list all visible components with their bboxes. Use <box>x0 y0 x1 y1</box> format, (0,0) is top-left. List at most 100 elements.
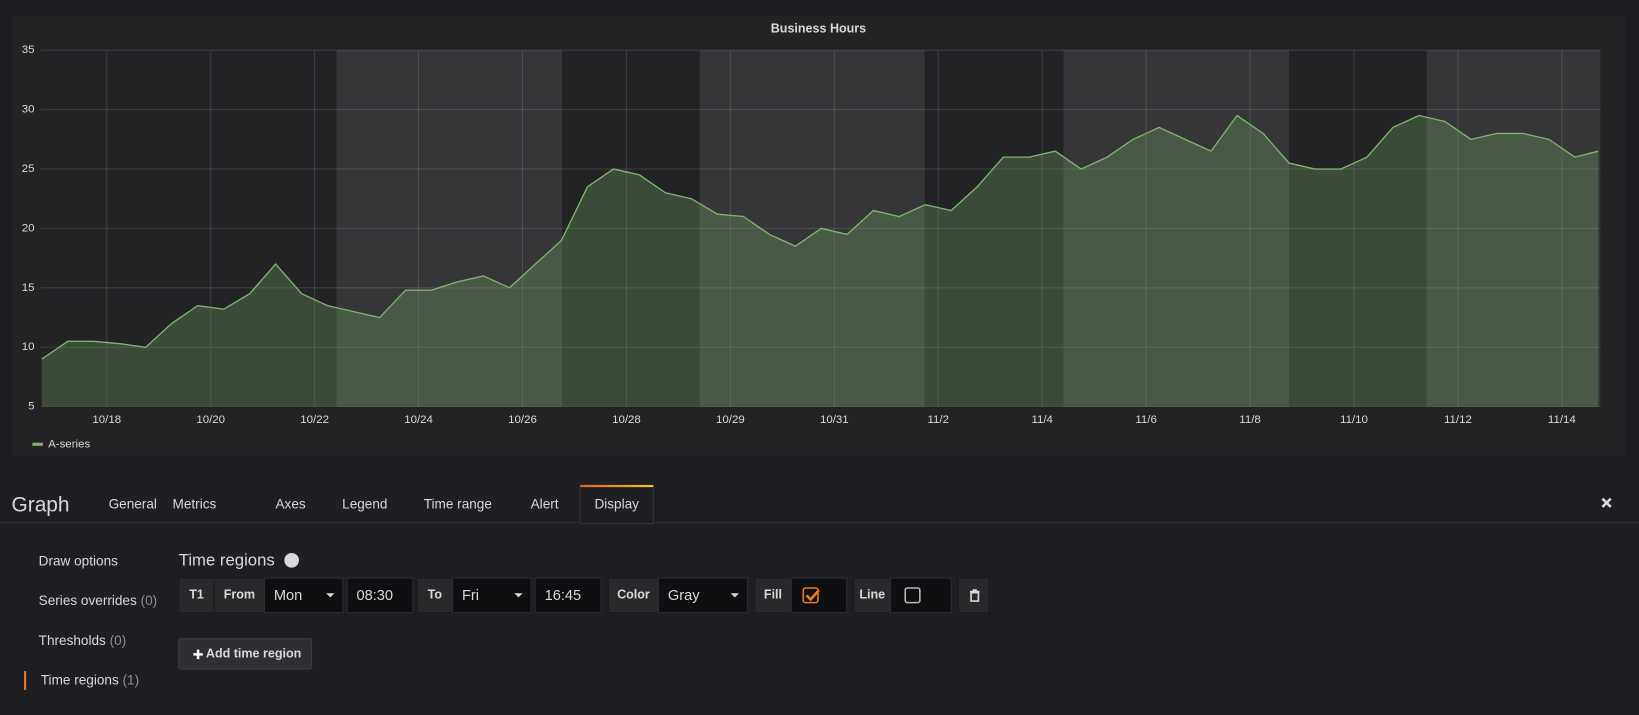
tab-label: Display <box>594 496 639 511</box>
select[interactable]: Gray <box>658 577 748 614</box>
time-region <box>1063 50 1290 407</box>
x-tick-label: 10/22 <box>300 414 329 426</box>
add-button[interactable]: Add time region <box>178 638 313 670</box>
tab[interactable]: Time range <box>424 496 492 511</box>
select[interactable]: Mon <box>263 577 344 614</box>
label-bg <box>853 577 892 614</box>
caret <box>514 593 523 598</box>
label-bg <box>754 577 792 614</box>
help-icon[interactable]: ? <box>284 552 299 568</box>
sidebar-count: (0) <box>110 632 127 647</box>
x-tick-label: 10/29 <box>716 414 745 426</box>
y-tick-label: 30 <box>22 104 35 116</box>
sidebar-item[interactable]: Time regions (1) <box>24 671 139 690</box>
x-tick-label: 10/31 <box>820 414 849 426</box>
button-label: Add time region <box>206 647 301 661</box>
tab[interactable]: General <box>109 496 157 511</box>
tab[interactable]: Metrics <box>173 496 217 511</box>
select[interactable]: Fri <box>452 577 532 614</box>
field-label: Line <box>853 577 892 614</box>
y-tick-label: 35 <box>22 44 35 56</box>
sidebar-item[interactable]: Thresholds (0) <box>39 632 127 647</box>
time-region <box>1426 50 1601 407</box>
input-bg <box>346 577 414 614</box>
field-label: T1 <box>178 577 215 614</box>
x-tick-label: 10/28 <box>612 414 641 426</box>
trash-icon <box>970 589 980 602</box>
input-text: 16:45 <box>545 588 582 604</box>
y-tick-label: 15 <box>22 282 35 294</box>
sidebar-item[interactable]: Series overrides (0) <box>39 593 158 608</box>
sidebar-item[interactable]: Draw options <box>39 553 118 568</box>
input[interactable]: 16:45 <box>534 577 602 614</box>
x-tick-label: 11/8 <box>1239 414 1261 426</box>
sidebar-text: Draw options <box>39 553 118 568</box>
delete-bg <box>957 577 990 614</box>
sidebar-label: Time regions (1) <box>41 672 139 687</box>
tab[interactable]: Legend <box>342 496 387 511</box>
tab-label: Legend <box>342 496 387 511</box>
tab[interactable]: Axes <box>275 496 305 511</box>
tab[interactable]: Display <box>579 484 654 525</box>
panel-title: Graph <box>11 493 69 516</box>
input-text: Mon <box>274 588 302 604</box>
field-label: Color <box>607 577 660 614</box>
checkbox-check <box>805 589 820 602</box>
x-tick-label: 11/6 <box>1135 414 1157 426</box>
tab-label: Metrics <box>173 496 217 511</box>
x-tick-label: 10/26 <box>508 414 537 426</box>
y-tick-label: 20 <box>22 222 35 234</box>
label-text: To <box>428 588 443 602</box>
delete-button[interactable] <box>957 577 990 614</box>
label-text: From <box>224 588 255 602</box>
help-mark: ? <box>288 555 295 567</box>
section-title: Time regions <box>179 551 275 570</box>
tab-label: Axes <box>275 496 305 511</box>
tab-label: General <box>109 496 157 511</box>
sidebar-count: (0) <box>141 593 158 608</box>
checkbox[interactable] <box>890 577 952 614</box>
input[interactable]: 08:30 <box>346 577 414 614</box>
y-tick-label: 10 <box>22 341 35 353</box>
tab[interactable]: Alert <box>531 496 559 511</box>
sidebar-text: Time regions <box>41 672 119 687</box>
tab-active-bar <box>580 485 654 488</box>
close-button[interactable] <box>1601 497 1612 508</box>
x-tick-label: 11/10 <box>1340 414 1368 426</box>
time-region <box>336 50 563 407</box>
y-tick-label: 5 <box>28 401 34 413</box>
input-text: Fri <box>462 588 479 604</box>
caret <box>730 593 740 598</box>
sidebar-active-bar <box>24 671 27 690</box>
time-region <box>699 50 925 407</box>
x-tick-label: 11/2 <box>928 414 950 426</box>
close-icon <box>1601 497 1612 508</box>
sidebar-text: Thresholds <box>39 632 106 647</box>
checkbox-bg <box>890 577 952 614</box>
sidebar-text: Series overrides <box>39 593 137 608</box>
checkbox-box <box>904 587 921 604</box>
legend-label[interactable]: A-series <box>48 438 90 450</box>
field-label: Fill <box>754 577 792 614</box>
chart-title: Business Hours <box>771 22 866 36</box>
sidebar-label: Thresholds (0) <box>39 632 127 647</box>
label-text: Fill <box>764 588 782 602</box>
series-line <box>41 114 1599 360</box>
y-tick-label: 25 <box>22 163 35 175</box>
series-area <box>41 115 1599 407</box>
caret <box>326 593 335 598</box>
input-text: Gray <box>668 588 700 604</box>
input-text: 08:30 <box>356 588 393 604</box>
checkbox-bg <box>790 577 848 614</box>
label-bg <box>178 577 215 614</box>
label-text: Color <box>617 588 650 602</box>
checkbox-box <box>802 587 819 604</box>
help-circle <box>284 552 299 568</box>
checkbox[interactable] <box>790 577 848 614</box>
tab-label: Time range <box>424 496 492 511</box>
plus-icon <box>193 649 203 660</box>
field-label: To <box>416 577 454 614</box>
panel <box>11 15 1626 457</box>
